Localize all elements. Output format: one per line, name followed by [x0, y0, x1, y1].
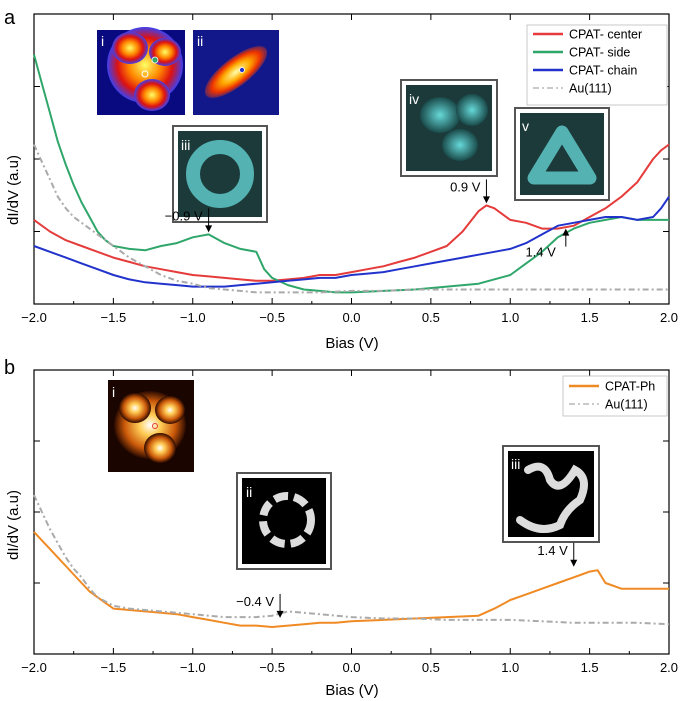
panel-b-ticks: −2.0 −1.5 −1.0 −0.5 0.0 0.5 1.0 1.5 2.0 — [21, 370, 678, 675]
inset-iv-lobe — [420, 97, 460, 133]
legend-label: CPAT-Ph — [605, 380, 655, 394]
inset-ii-label: ii — [197, 33, 203, 49]
panel-a-inset-i: i — [97, 27, 185, 115]
panel-a-inset-iv: iv — [400, 79, 498, 177]
inset-i-lobe — [134, 79, 170, 111]
series-au-111- — [33, 494, 670, 626]
panel-b-inset-iii: iii — [502, 445, 600, 543]
panel-a: a −2.0 −1.5 −1.0 −0.5 0.0 0.5 1.0 1.5 2.0 Bias (… — [4, 7, 678, 352]
annotation-label: −0.9 V — [165, 208, 203, 223]
x-tick-label: 2.0 — [660, 310, 678, 325]
inset-iii-label: iii — [181, 137, 190, 153]
panel-a-inset-iii: iii — [172, 125, 268, 223]
panel-b-series-group — [33, 494, 670, 628]
annotation-arrowhead — [276, 610, 284, 618]
inset-i-marker-center — [141, 70, 149, 78]
x-tick-label: 1.5 — [581, 660, 599, 675]
panel-a-label: a — [4, 7, 16, 29]
annotation-label: 1.4 V — [537, 543, 568, 558]
x-tick-label: −2.0 — [21, 660, 47, 675]
inset-i-lobe — [112, 32, 148, 64]
x-tick-label: 0.0 — [342, 310, 360, 325]
annotation-arrowhead — [562, 228, 570, 236]
inset-b-ii-label: ii — [246, 484, 252, 500]
inset-b-i-label: i — [112, 384, 115, 400]
panel-a-series-group — [33, 54, 670, 294]
inset-b-iii-label: iii — [511, 456, 520, 472]
legend-label: CPAT- center — [569, 28, 642, 42]
inset-b-i-marker — [152, 423, 158, 429]
panel-b-label: b — [4, 357, 15, 379]
inset-iv-label: iv — [409, 91, 419, 107]
annotation-arrowhead — [482, 196, 490, 204]
series-au-111- — [33, 144, 669, 294]
x-tick-label: −2.0 — [21, 310, 47, 325]
series-cpat-chain — [33, 196, 670, 288]
inset-iv-lobe — [442, 129, 478, 161]
annotation-label: −0.4 V — [236, 594, 274, 609]
panel-b-legend — [562, 375, 668, 417]
x-tick-label: 1.5 — [581, 310, 599, 325]
inset-i-marker-side — [151, 56, 159, 64]
inset-v-label: v — [522, 118, 529, 134]
panel-b-annotations: −0.4 V 1.4 V — [236, 542, 578, 618]
x-tick-label: −1.0 — [180, 310, 206, 325]
inset-ii-marker-chain — [239, 67, 245, 73]
inset-b-ii-ring — [259, 492, 315, 548]
annotation-label: 0.9 V — [450, 179, 481, 194]
panel-b-ylabel: dI/dV (a.u) — [5, 490, 22, 560]
inset-iv-lobe — [456, 94, 488, 126]
inset-ii-chain — [204, 46, 268, 98]
inset-b-i-lobe — [144, 433, 176, 463]
legend-label: Au(111) — [605, 398, 648, 412]
inset-b-iii-chain — [516, 462, 588, 533]
x-tick-label: −1.5 — [101, 660, 127, 675]
inset-i-label: i — [101, 33, 104, 49]
legend-label: CPAT- side — [569, 46, 630, 60]
panel-a-ticks: −2.0 −1.5 −1.0 −0.5 0.0 0.5 1.0 1.5 2.0 — [21, 14, 678, 325]
panel-a-xlabel: Bias (V) — [325, 335, 378, 352]
panel-a-legend-entries: CPAT- center CPAT- side CPAT- chain Au(111) — [533, 28, 642, 96]
panel-a-inset-ii: ii — [193, 30, 279, 115]
panel-a-inset-v: v — [514, 107, 610, 201]
x-tick-label: 0.5 — [422, 310, 440, 325]
x-tick-label: 1.0 — [501, 310, 519, 325]
x-tick-label: −0.5 — [259, 660, 285, 675]
panel-b-inset-i: i — [108, 380, 194, 472]
inset-b-i-lobe — [119, 393, 151, 423]
panel-b-inset-ii: ii — [236, 472, 332, 570]
legend-label: Au(111) — [569, 82, 612, 96]
panel-a-annotations: −0.9 V 0.9 V 1.4 V — [165, 179, 570, 260]
x-tick-label: 1.0 — [501, 660, 519, 675]
inset-v-triangle — [527, 125, 597, 185]
x-tick-label: 0.5 — [422, 660, 440, 675]
annotation-label: 1.4 V — [525, 245, 556, 260]
annotation-arrowhead — [205, 225, 213, 233]
panel-a-legend — [526, 24, 668, 106]
panel-b: b −2.0 −1.5 −1.0 −0.5 0.0 0.5 1.0 1.5 2.0 Bias (… — [4, 357, 678, 699]
panel-a-ylabel: dI/dV (a.u) — [5, 155, 22, 225]
inset-b-i-lobe — [155, 396, 185, 424]
panel-b-legend-entries: CPAT-Ph Au(111) — [569, 380, 655, 412]
x-tick-label: 0.0 — [342, 660, 360, 675]
legend-label: CPAT- chain — [569, 64, 637, 78]
x-tick-label: 2.0 — [660, 660, 678, 675]
panel-b-xlabel: Bias (V) — [325, 682, 378, 699]
series-cpat-ph — [33, 531, 669, 628]
inset-iii-ring — [186, 140, 254, 208]
series-cpat-side — [33, 54, 669, 294]
annotation-arrowhead — [570, 559, 578, 567]
x-tick-label: −1.0 — [180, 660, 206, 675]
x-tick-label: −0.5 — [259, 310, 285, 325]
x-tick-label: −1.5 — [101, 310, 127, 325]
